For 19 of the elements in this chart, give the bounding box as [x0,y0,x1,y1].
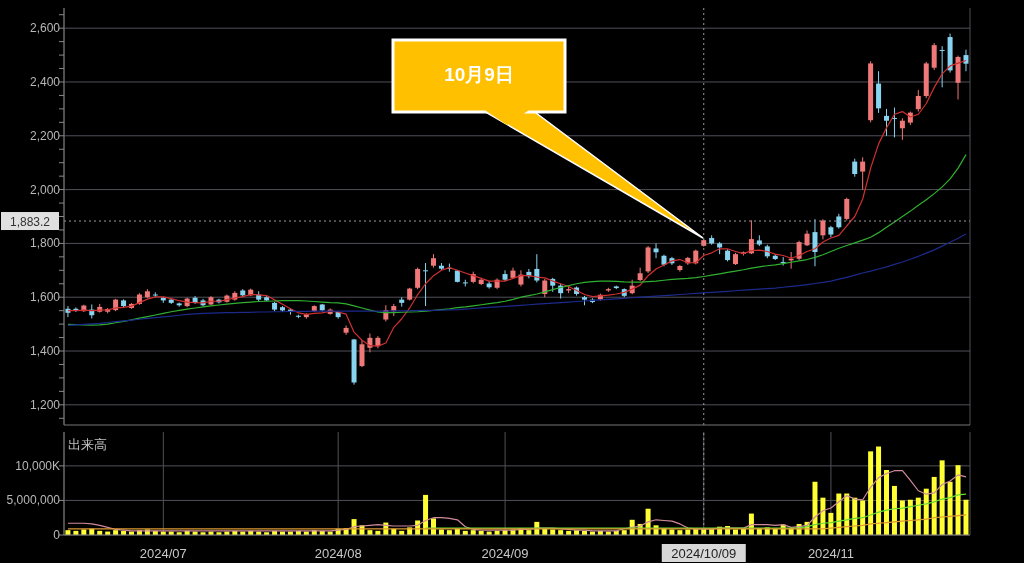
y-tick-label: 10,000K [15,458,60,473]
x-tick-label: 2024/09 [481,546,529,561]
x-tick-label: 2024/08 [314,546,362,561]
x-tick-label: 2024/10/09 [671,546,737,561]
y-tick-label: 2,200 [29,128,61,143]
y-tick-label: 5,000,000 [6,493,61,508]
y-tick-label: 2,000 [29,182,61,197]
x-tick-label: 2024/07 [139,546,187,561]
y-tick-label: 1,200 [29,397,61,412]
y-tick-label: 1,600 [29,290,61,305]
ref-line-label: 1,883.2 [9,215,51,230]
x-tick-label: 2024/11 [807,546,854,561]
annotation: 10月9日 [443,63,515,87]
y-tick-label: 1,400 [29,344,61,359]
y-tick-label: 2,600 [29,21,61,36]
y-tick-label: 0 [53,528,61,542]
chart-title: 出来高 [68,436,107,454]
y-tick-label: 2,400 [29,74,61,89]
y-tick-label: 1,800 [29,236,61,251]
